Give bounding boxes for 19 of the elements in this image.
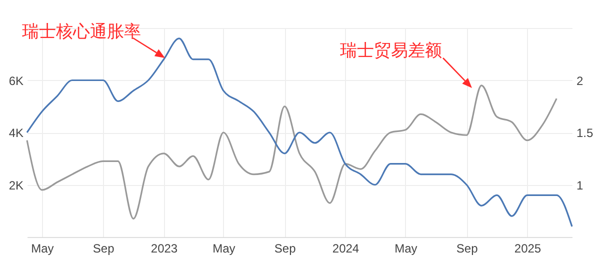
x-tick-label: 2024 bbox=[332, 242, 360, 256]
y2-tick-label: 1.5 bbox=[576, 126, 594, 140]
x-tick-label: May bbox=[394, 242, 418, 256]
series-label: 瑞士核心通胀率 bbox=[22, 21, 141, 43]
y-tick-label: 6K bbox=[8, 74, 24, 88]
x-tick-label: May bbox=[31, 242, 54, 256]
x-tick-label: 2023 bbox=[150, 242, 178, 256]
line-series bbox=[26, 84, 558, 220]
y2-tick-label: 1 bbox=[576, 178, 584, 192]
text: 瑞士贸易差额 bbox=[340, 40, 442, 62]
x-tick-label: Sep bbox=[456, 242, 478, 256]
x-tick-label: Sep bbox=[92, 242, 115, 256]
line-series bbox=[26, 38, 573, 228]
x-tick-label: Sep bbox=[274, 242, 296, 256]
y-tick-label: 2K bbox=[8, 178, 24, 192]
x-tick-label: 2025 bbox=[514, 242, 542, 256]
y2-tick-label: 2 bbox=[576, 74, 584, 88]
x-tick-label: May bbox=[212, 242, 236, 256]
y-tick-label: 4K bbox=[8, 126, 24, 140]
